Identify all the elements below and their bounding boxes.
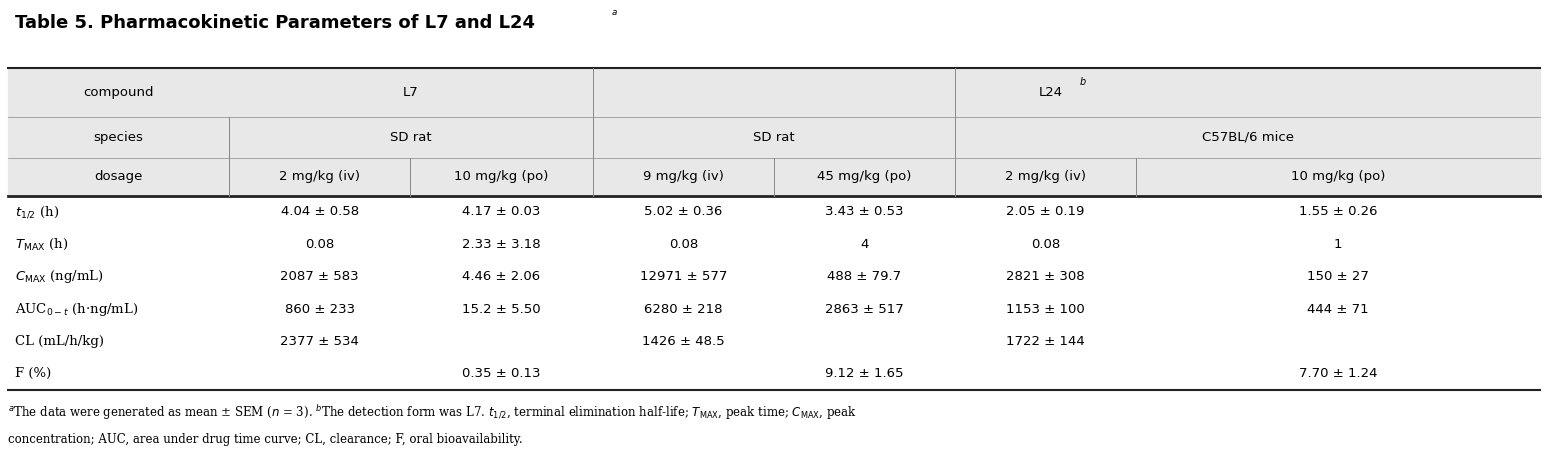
Text: 2.33 ± 3.18: 2.33 ± 3.18	[463, 238, 540, 251]
Text: $t_{1/2}$ (h): $t_{1/2}$ (h)	[15, 204, 60, 220]
Bar	[8, 228, 1540, 261]
Text: dosage: dosage	[94, 170, 142, 183]
Text: 6280 ± 218: 6280 ± 218	[644, 303, 723, 315]
Text: 2 mg/kg (iv): 2 mg/kg (iv)	[1005, 170, 1087, 183]
Text: 150 ± 27: 150 ± 27	[1308, 270, 1368, 283]
Bar	[8, 158, 1540, 196]
Text: 488 ± 79.7: 488 ± 79.7	[828, 270, 901, 283]
Bar	[8, 68, 1540, 117]
Bar	[8, 325, 1540, 358]
Text: Table 5. Pharmacokinetic Parameters of L7 and L24: Table 5. Pharmacokinetic Parameters of L…	[15, 14, 536, 32]
Text: 9.12 ± 1.65: 9.12 ± 1.65	[825, 368, 904, 380]
Text: 2 mg/kg (iv): 2 mg/kg (iv)	[279, 170, 361, 183]
Text: C57BL/6 mice: C57BL/6 mice	[1201, 131, 1294, 144]
Text: SD rat: SD rat	[754, 131, 794, 144]
Text: L24: L24	[1039, 86, 1063, 99]
Text: 4.04 ± 0.58: 4.04 ± 0.58	[280, 206, 359, 218]
Text: species: species	[93, 131, 144, 144]
Text: 1: 1	[1334, 238, 1342, 251]
Text: 0.08: 0.08	[305, 238, 334, 251]
Text: 45 mg/kg (po): 45 mg/kg (po)	[817, 170, 912, 183]
Text: 5.02 ± 0.36: 5.02 ± 0.36	[644, 206, 723, 218]
Text: 1426 ± 48.5: 1426 ± 48.5	[642, 335, 724, 348]
Text: 2.05 ± 0.19: 2.05 ± 0.19	[1006, 206, 1085, 218]
Text: $^{a}$The data were generated as mean ± SEM ($n$ = 3). $^{b}$The detection form : $^{a}$The data were generated as mean ± …	[8, 404, 856, 422]
Text: 3.43 ± 0.53: 3.43 ± 0.53	[825, 206, 904, 218]
Text: 10 mg/kg (po): 10 mg/kg (po)	[1291, 170, 1385, 183]
Text: 0.08: 0.08	[669, 238, 698, 251]
Text: 860 ± 233: 860 ± 233	[285, 303, 354, 315]
Text: 1722 ± 144: 1722 ± 144	[1006, 335, 1085, 348]
Text: 1.55 ± 0.26: 1.55 ± 0.26	[1299, 206, 1378, 218]
Text: 2377 ± 534: 2377 ± 534	[280, 335, 359, 348]
Text: 0.08: 0.08	[1031, 238, 1060, 251]
Text: 4.46 ± 2.06: 4.46 ± 2.06	[463, 270, 540, 283]
Text: AUC$_{0-t}$ (h·ng/mL): AUC$_{0-t}$ (h·ng/mL)	[15, 301, 139, 318]
Bar	[8, 261, 1540, 293]
Text: 12971 ± 577: 12971 ± 577	[639, 270, 728, 283]
Bar	[8, 196, 1540, 228]
Bar	[8, 117, 1540, 158]
Text: L7: L7	[402, 86, 420, 99]
Text: $b$: $b$	[1079, 75, 1087, 87]
Text: 4.17 ± 0.03: 4.17 ± 0.03	[463, 206, 540, 218]
Text: 4: 4	[861, 238, 868, 251]
Text: $C_{\mathrm{MAX}}$ (ng/mL): $C_{\mathrm{MAX}}$ (ng/mL)	[15, 268, 104, 285]
Bar	[8, 358, 1540, 390]
Text: 9 mg/kg (iv): 9 mg/kg (iv)	[642, 170, 724, 183]
Text: 2863 ± 517: 2863 ± 517	[825, 303, 904, 315]
Text: 0.35 ± 0.13: 0.35 ± 0.13	[463, 368, 540, 380]
Text: 444 ± 71: 444 ± 71	[1308, 303, 1368, 315]
Text: 1153 ± 100: 1153 ± 100	[1006, 303, 1085, 315]
Text: 2821 ± 308: 2821 ± 308	[1006, 270, 1085, 283]
Text: $^{a}$: $^{a}$	[611, 9, 618, 22]
Text: 2087 ± 583: 2087 ± 583	[280, 270, 359, 283]
Bar	[8, 293, 1540, 325]
Text: 10 mg/kg (po): 10 mg/kg (po)	[455, 170, 548, 183]
Text: SD rat: SD rat	[390, 131, 432, 144]
Text: compound: compound	[84, 86, 153, 99]
Text: $T_{\mathrm{MAX}}$ (h): $T_{\mathrm{MAX}}$ (h)	[15, 237, 68, 252]
Text: 7.70 ± 1.24: 7.70 ± 1.24	[1299, 368, 1378, 380]
Text: F (%): F (%)	[15, 368, 51, 380]
Text: concentration; AUC, area under drug time curve; CL, clearance; F, oral bioavaila: concentration; AUC, area under drug time…	[8, 433, 522, 446]
Text: CL (mL/h/kg): CL (mL/h/kg)	[15, 335, 104, 348]
Text: 15.2 ± 5.50: 15.2 ± 5.50	[463, 303, 540, 315]
